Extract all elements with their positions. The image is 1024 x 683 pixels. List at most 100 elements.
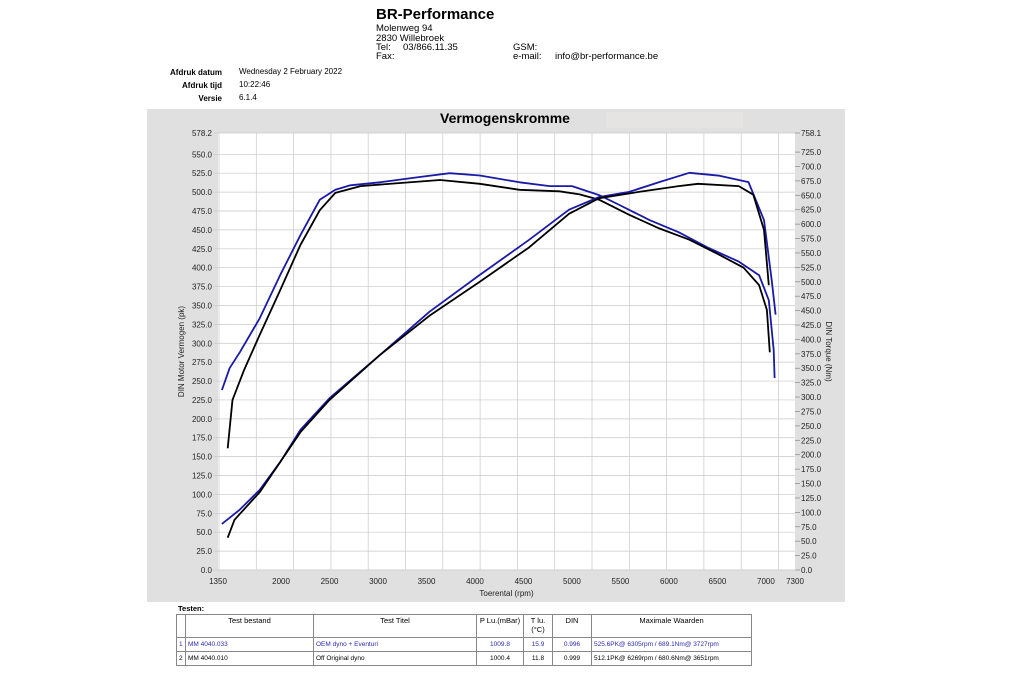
address-line-1: Molenweg 94 (376, 23, 433, 34)
table-row[interactable]: 2 MM 4040.010 Off Original dyno 1000.4 1… (176, 651, 752, 666)
print-time: 10:22:46 (239, 80, 271, 89)
y2-tick-label: 325.0 (801, 379, 822, 388)
x-tick-label: 5500 (612, 577, 630, 586)
y2-tick-label: 525.0 (801, 263, 822, 272)
y2-tick-label: 125.0 (801, 494, 822, 503)
y-tick-label: 375.0 (192, 283, 213, 292)
y2-tick-label: 575.0 (801, 235, 822, 244)
cell: Off Original dyno (313, 651, 477, 666)
cell: 2 (176, 651, 186, 666)
tests-table: Test bestand Test Titel P Lu.(mBar) T lu… (176, 614, 752, 666)
cell: 15.9 (523, 637, 553, 652)
x-axis-label: Toerental (rpm) (479, 589, 534, 598)
cell: 1009.8 (476, 637, 524, 652)
y2-tick-label: 0.0 (801, 566, 813, 575)
col-test-file: Test bestand (185, 614, 314, 638)
y-tick-label: 550.0 (192, 150, 213, 159)
y2-tick-label: 75.0 (801, 523, 817, 532)
y2-tick-label: 650.0 (801, 191, 822, 200)
y2-tick-label: 225.0 (801, 436, 822, 445)
col-pressure: P Lu.(mBar) (476, 614, 524, 638)
y2-axis-label: DIN Torque (Nm) (824, 321, 833, 382)
version-label: Versie (198, 94, 222, 103)
y2-tick-label: 250.0 (801, 422, 822, 431)
gsm-label: GSM: (513, 42, 538, 53)
y-tick-label: 200.0 (192, 415, 213, 424)
plot-area (218, 133, 795, 570)
col-din: DIN (552, 614, 592, 638)
cell: OEM dyno + Eventuri (313, 637, 477, 652)
company-name: BR-Performance (376, 6, 495, 23)
power-curve-test-2 (226, 179, 771, 449)
x-tick-label: 7000 (757, 577, 775, 586)
y2-tick-label: 758.1 (801, 129, 822, 138)
y-tick-label: 125.0 (192, 472, 213, 481)
x-tick-label: 3500 (418, 577, 436, 586)
col-index (176, 614, 186, 638)
cell: MM 4040.033 (185, 637, 314, 652)
y2-tick-label: 475.0 (801, 292, 822, 301)
print-date-label: Afdruk datum (170, 68, 222, 77)
y-tick-label: 300.0 (192, 339, 213, 348)
tests-label: Testen: (178, 604, 205, 613)
email-label: e-mail: (513, 51, 542, 62)
tel-label: Tel: (376, 42, 391, 53)
y-tick-label: 350.0 (192, 301, 213, 310)
y2-tick-label: 350.0 (801, 364, 822, 373)
y-tick-label: 75.0 (196, 509, 212, 518)
x-tick-label: 1350 (209, 577, 227, 586)
address-line-2: 2830 Willebroek (376, 33, 445, 44)
y2-tick-label: 50.0 (801, 537, 817, 546)
y2-tick-label: 450.0 (801, 307, 822, 316)
fax-label: Fax: (376, 51, 395, 62)
y-tick-label: 400.0 (192, 264, 213, 273)
y-tick-label: 475.0 (192, 207, 213, 216)
cell: MM 4040.010 (185, 651, 314, 666)
y-tick-label: 425.0 (192, 245, 213, 254)
y2-tick-label: 100.0 (801, 508, 822, 517)
y-tick-label: 250.0 (192, 377, 213, 386)
y2-tick-label: 500.0 (801, 278, 822, 287)
cell: 1000.4 (476, 651, 524, 666)
y2-tick-label: 600.0 (801, 220, 822, 229)
x-tick-label: 6500 (709, 577, 727, 586)
table-row[interactable]: 1 MM 4040.033 OEM dyno + Eventuri 1009.8… (176, 637, 752, 652)
y-tick-label: 50.0 (196, 528, 212, 537)
y2-tick-label: 700.0 (801, 162, 822, 171)
y2-tick-label: 725.0 (801, 148, 822, 157)
y-tick-label: 500.0 (192, 188, 213, 197)
y-tick-label: 175.0 (192, 434, 213, 443)
table-header: Test bestand Test Titel P Lu.(mBar) T lu… (176, 614, 752, 638)
title-box (606, 112, 743, 128)
x-tick-label: 6000 (660, 577, 678, 586)
x-tick-label: 2000 (272, 577, 290, 586)
torque-curve-test-2 (226, 182, 770, 539)
col-max-values: Maximale Waarden (591, 614, 752, 638)
y-tick-label: 225.0 (192, 396, 213, 405)
y-tick-label: 578.2 (192, 129, 213, 138)
cell: 0.996 (552, 637, 592, 652)
y-tick-label: 100.0 (192, 490, 213, 499)
y-tick-label: 525.0 (192, 169, 213, 178)
x-tick-label: 4500 (515, 577, 533, 586)
y2-tick-label: 625.0 (801, 206, 822, 215)
y-axis-label: DIN Motor Vermogen (pk) (177, 306, 186, 397)
y-tick-label: 450.0 (192, 226, 213, 235)
print-date: Wednesday 2 February 2022 (239, 67, 343, 76)
cell: 11.8 (523, 651, 553, 666)
y2-tick-label: 200.0 (801, 451, 822, 460)
cell: 525.6PK@ 6305rpm / 689.1Nm@ 3727rpm (591, 637, 752, 652)
y2-tick-label: 550.0 (801, 249, 822, 258)
tel-value: 03/866.11.35 (403, 42, 458, 53)
col-test-title: Test Titel (313, 614, 477, 638)
email-value: info@br-performance.be (555, 51, 659, 62)
x-tick-label: 2500 (321, 577, 339, 586)
y2-tick-label: 150.0 (801, 480, 822, 489)
cell: 1 (176, 637, 186, 652)
x-tick-label: 7300 (786, 577, 804, 586)
x-tick-label: 3000 (369, 577, 387, 586)
y2-tick-label: 400.0 (801, 335, 822, 344)
x-tick-label: 4000 (466, 577, 484, 586)
col-temp: T lu.(°C) (523, 614, 553, 638)
